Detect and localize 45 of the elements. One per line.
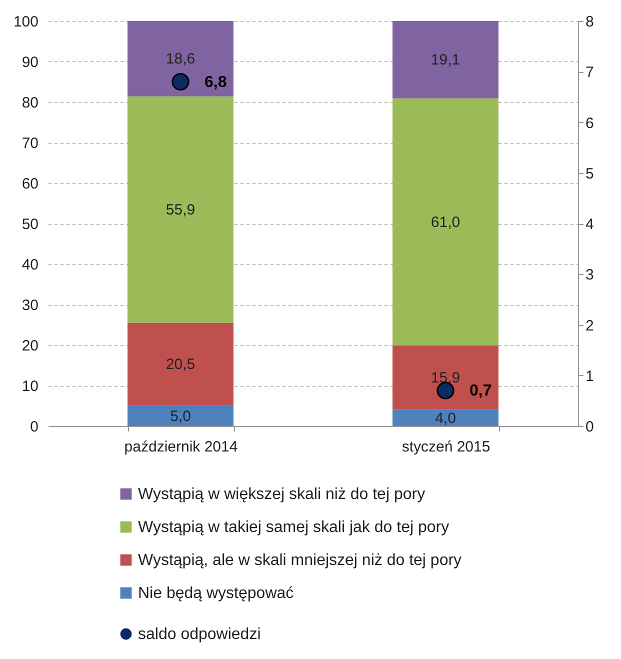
- y-tick-label: 50: [22, 216, 38, 233]
- data-label: 55,9: [166, 202, 196, 219]
- legend-label: Wystąpią w większej skali niż do tej pory: [138, 486, 426, 503]
- legend-label: Nie będą występować: [138, 585, 294, 602]
- x-tick-label: styczeń 2015: [402, 438, 490, 456]
- y-tick-label: 100: [13, 14, 38, 30]
- y-tick-label: 60: [22, 176, 38, 192]
- y2-tick-label: 3: [586, 266, 594, 284]
- y2-tick-label: 7: [586, 64, 594, 82]
- y-tick-label: 70: [22, 135, 38, 152]
- y2-tick-label: 4: [586, 216, 594, 233]
- data-label: 20,5: [166, 356, 196, 374]
- legend-label: saldo odpowiedzi: [138, 626, 261, 643]
- bar: [392, 345, 498, 410]
- bar: [392, 21, 498, 98]
- y2-tick-label: 6: [586, 114, 594, 132]
- bar: [128, 96, 234, 323]
- y2-tick-label: 8: [586, 14, 594, 30]
- legend-label: Wystąpią, ale w skali mniejszej niż do tej pory: [138, 552, 462, 569]
- x-tick-label: październik 2014: [124, 438, 238, 456]
- legend-label: Wystąpią w takiej samej skali jak do tej pory: [138, 519, 450, 536]
- bar: [392, 98, 498, 346]
- data-label: 19,1: [430, 52, 460, 69]
- bar: [128, 322, 234, 406]
- y2-tick-label: 0: [586, 418, 594, 436]
- y-tick-label: 30: [22, 297, 38, 314]
- data-label: 61,0: [430, 214, 460, 231]
- bar: [128, 406, 234, 426]
- bar: [128, 21, 234, 96]
- y2-tick-label: 5: [586, 165, 594, 182]
- y-tick-label: 40: [22, 256, 38, 274]
- y-tick-label: 80: [22, 94, 38, 112]
- y2-tick-label: 2: [586, 317, 594, 334]
- data-label: 15,9: [430, 370, 460, 387]
- bar: [392, 410, 498, 426]
- data-label: 4,0: [435, 410, 456, 427]
- y-tick-label: 0: [30, 418, 38, 436]
- data-label: 0,7: [470, 382, 492, 400]
- y-tick-label: 20: [22, 338, 38, 354]
- data-label: 6,8: [204, 74, 227, 91]
- y-tick-label: 90: [22, 54, 38, 71]
- data-label: 5,0: [170, 408, 191, 425]
- y2-tick-label: 1: [586, 368, 594, 385]
- data-label: 18,6: [166, 50, 196, 68]
- y-tick-label: 10: [22, 378, 38, 395]
